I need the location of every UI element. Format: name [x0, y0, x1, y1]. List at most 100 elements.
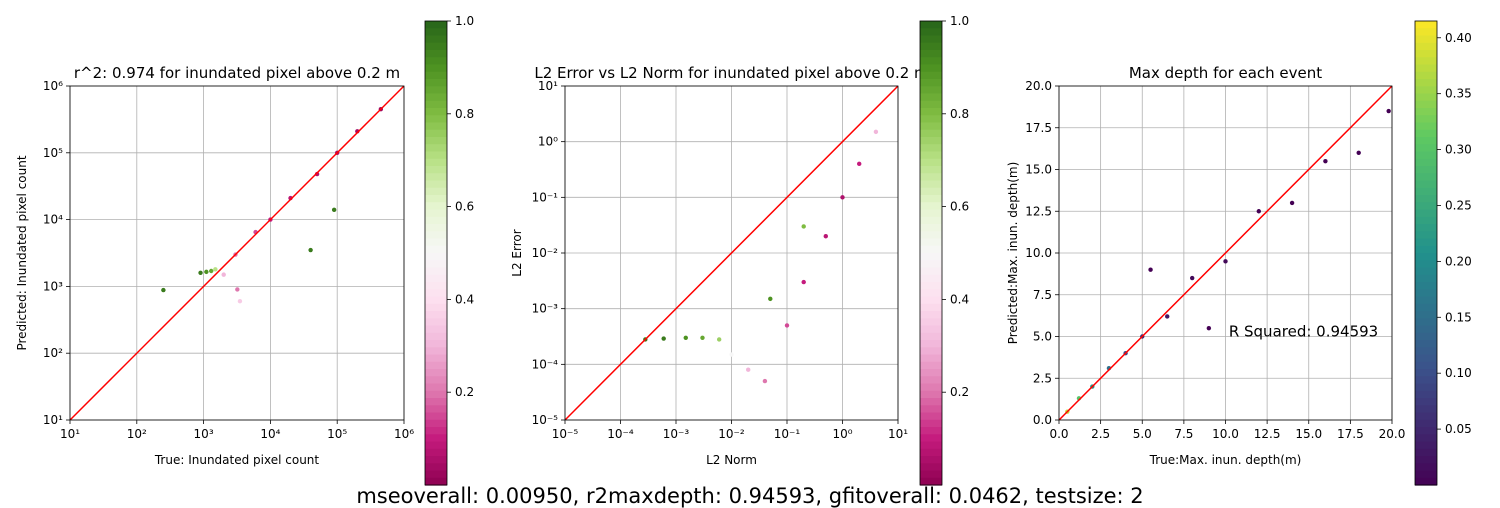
- colorbar-segment: [920, 282, 942, 290]
- x-tick-label: 10²: [127, 427, 147, 441]
- colorbar-segment: [920, 376, 942, 385]
- colorbar-frame: [919, 20, 943, 486]
- colorbar-3: 0.05 0.10 0.15 0.20 0.25 0.30 0.35 0.40: [1414, 20, 1472, 486]
- y-tick-label: 12.5: [1025, 204, 1052, 218]
- data-point: [1256, 209, 1262, 214]
- colorbar-segment: [920, 448, 942, 457]
- colorbar-segment: [920, 405, 942, 414]
- colorbar-segment: [425, 448, 447, 457]
- colorbar-segment: [425, 216, 447, 225]
- data-point: [784, 323, 790, 328]
- colorbar-segment: [920, 390, 942, 399]
- axes-frame: [69, 85, 405, 421]
- colorbar-segment: [425, 64, 447, 73]
- axes-frame: [564, 85, 899, 421]
- colorbar-segment: [425, 100, 447, 109]
- annotation-r-squared: R Squared: 0.94593: [1229, 323, 1378, 341]
- colorbar-segment: [920, 383, 942, 392]
- y-tick-label: 10⁻⁴: [532, 357, 559, 371]
- colorbar-segment: [1415, 187, 1437, 196]
- colorbar-segment: [920, 224, 942, 232]
- colorbar-segment: [425, 71, 447, 80]
- colorbar-segment: [920, 202, 942, 211]
- y-tick-label: 10⁻¹: [532, 190, 559, 204]
- colorbar-segment: [1415, 289, 1437, 298]
- colorbar-segment: [920, 137, 942, 145]
- colorbar-segment: [1415, 412, 1437, 421]
- colorbar-segment: [920, 369, 942, 377]
- x-tick-label: 10⁶: [394, 427, 414, 441]
- colorbar-segment: [1415, 245, 1437, 254]
- chart-panel-3: 0.0 2.5 5.0 7.5 10.0 12.5 15.0 17.5 20.0 0.0 2.5 5.…: [1006, 64, 1405, 467]
- colorbar-segment: [1415, 137, 1437, 145]
- colorbar-segment: [425, 231, 447, 240]
- colorbar-segment: [425, 412, 447, 421]
- colorbar-segment: [425, 166, 447, 174]
- data-point: [1165, 314, 1170, 319]
- colorbar-tick-label: 1.0: [950, 14, 969, 28]
- colorbar-segment: [1415, 144, 1437, 153]
- colorbar-segment: [1415, 332, 1437, 341]
- colorbar-segment: [1415, 303, 1437, 312]
- x-tick-label: 10⁵: [327, 427, 347, 441]
- colorbar-segment: [425, 28, 447, 37]
- reference-line: [565, 86, 898, 420]
- colorbar-segment: [1415, 253, 1437, 261]
- x-tick-label: 10³: [194, 427, 214, 441]
- colorbar-segment: [1415, 50, 1437, 58]
- colorbar-segment: [425, 318, 447, 327]
- colorbar-segment: [425, 238, 447, 247]
- x-tick-label: 10⁰: [832, 427, 852, 441]
- x-tick-label: 17.5: [1337, 427, 1364, 441]
- colorbar-tick-label: 0.10: [1445, 366, 1472, 380]
- data-point: [746, 367, 751, 372]
- x-tick-label: 10⁻³: [663, 427, 690, 441]
- colorbar-segment: [425, 434, 447, 443]
- colorbar-segment: [1415, 419, 1437, 428]
- data-point: [801, 224, 806, 229]
- colorbar-segment: [1415, 115, 1437, 124]
- colorbar-segment: [425, 122, 447, 131]
- colorbar-segment: [1415, 180, 1437, 189]
- data-point: [857, 161, 862, 167]
- colorbar-segment: [920, 354, 942, 363]
- colorbar-segment: [425, 173, 447, 182]
- colorbar-tick-label: 0.25: [1445, 198, 1472, 212]
- y-tick-label: 7.5: [1033, 288, 1052, 302]
- colorbar-tick-label: 0.40: [1445, 31, 1472, 45]
- x-axis-label: L2 Norm: [706, 453, 757, 467]
- colorbar-segment: [425, 187, 447, 196]
- y-axis-label: Predicted: Inundated pixel count: [15, 155, 29, 350]
- colorbar-segment: [920, 231, 942, 240]
- data-point: [1223, 259, 1228, 264]
- colorbar-tick-label: 0.6: [455, 200, 474, 214]
- colorbar-segment: [1415, 441, 1437, 450]
- colorbar-segment: [920, 303, 942, 312]
- colorbar-segment: [1415, 477, 1437, 486]
- colorbar-segment: [920, 340, 942, 348]
- colorbar-segment: [1415, 354, 1437, 363]
- colorbar-segment: [920, 35, 942, 44]
- colorbar-segment: [425, 93, 447, 102]
- colorbar-segment: [425, 332, 447, 341]
- colorbar-segment: [1415, 202, 1437, 211]
- colorbar-segment: [1415, 93, 1437, 102]
- chart-title: Max depth for each event: [1129, 64, 1322, 82]
- x-axis-label: True:Max. inun. depth(m): [1149, 453, 1302, 467]
- colorbar-segment: [425, 35, 447, 44]
- colorbar-segment: [920, 245, 942, 254]
- colorbar-tick-label: 0.35: [1445, 87, 1472, 101]
- y-tick-label: 10²: [43, 346, 63, 360]
- data-point: [209, 268, 214, 274]
- y-tick-label: 10⁴: [43, 213, 63, 227]
- colorbar-segment: [920, 93, 942, 102]
- colorbar-frame: [424, 20, 448, 486]
- y-axis-label: L2 Error: [510, 229, 524, 276]
- colorbar-segment: [425, 296, 447, 305]
- y-tick-label: 10⁻⁵: [532, 413, 559, 427]
- colorbar-segment: [1415, 390, 1437, 399]
- colorbar-segment: [1415, 158, 1437, 167]
- x-tick-label: 10⁻²: [718, 427, 745, 441]
- colorbar-segment: [920, 166, 942, 174]
- colorbar-segment: [425, 144, 447, 153]
